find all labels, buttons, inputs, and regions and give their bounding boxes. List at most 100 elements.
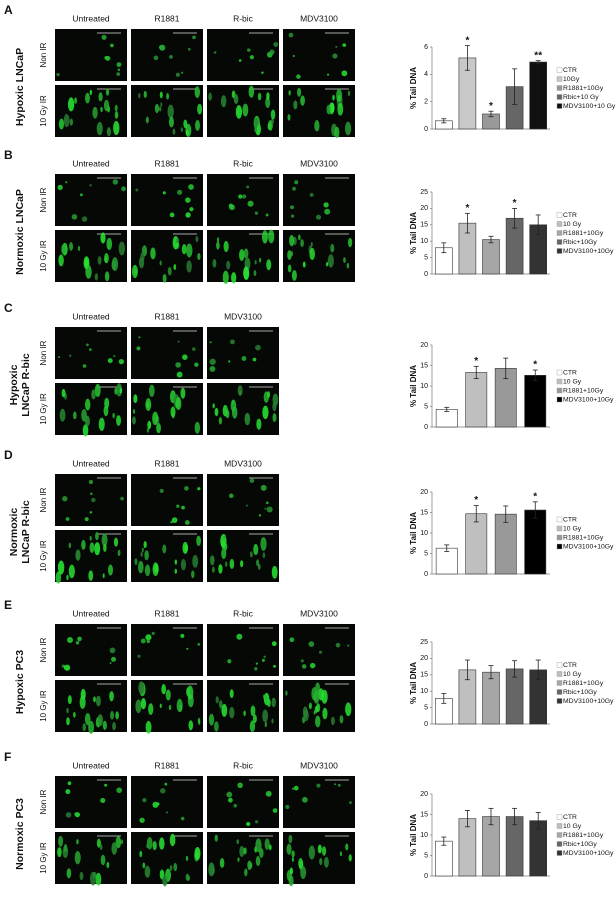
cell (144, 550, 149, 561)
column-header: R1881 (154, 458, 179, 468)
legend-entry: MDV3100+10 Gy (563, 103, 616, 110)
cell (290, 214, 295, 218)
cell (264, 721, 268, 728)
cell (183, 119, 188, 129)
legend-entry: 10 Gy (563, 525, 582, 532)
y-tick-label: 6 (424, 44, 428, 51)
cell (230, 339, 235, 345)
y-tick-label: 4 (424, 71, 428, 78)
cell (300, 239, 304, 248)
cell (186, 647, 189, 650)
cell (337, 95, 341, 101)
cell (343, 257, 346, 264)
cell (172, 128, 176, 135)
cell (171, 517, 178, 523)
cell (298, 858, 304, 869)
cell (288, 32, 294, 38)
y-tick-label: 5 (424, 550, 428, 557)
cell (106, 237, 113, 251)
cell (242, 103, 249, 117)
cell (177, 189, 183, 195)
cell (249, 55, 254, 60)
panel-title: Normoxic LNCaP (14, 189, 26, 275)
cell (138, 93, 141, 99)
legend-swatch (556, 534, 563, 541)
column-header: R1881 (154, 608, 179, 618)
cell (149, 384, 155, 397)
micrograph (207, 174, 279, 226)
legend-swatch (556, 103, 563, 109)
cell (267, 391, 271, 398)
cell (107, 358, 113, 364)
micrograph-bg (131, 530, 203, 582)
panel-title: LNCaP R-bic (20, 500, 32, 564)
cell (308, 845, 316, 860)
y-tick-label: 5 (424, 254, 428, 261)
cell (57, 184, 63, 191)
cell (111, 257, 119, 271)
micrograph-bg (207, 680, 279, 732)
micrograph-bg (207, 383, 279, 435)
cell (326, 73, 330, 76)
cell (262, 709, 269, 723)
cell (74, 97, 78, 104)
micrograph-bg (207, 174, 279, 226)
row-label: 10 Gy IR (39, 240, 48, 272)
cell (147, 420, 152, 430)
y-tick-label: 10 (420, 238, 428, 245)
micrograph (131, 174, 203, 226)
cell (334, 783, 337, 786)
cell (197, 717, 201, 724)
y-tick-label: 25 (420, 189, 428, 196)
cell (101, 34, 107, 40)
cell (254, 211, 259, 215)
cell (145, 720, 152, 734)
cell (174, 559, 178, 565)
cell (82, 424, 89, 437)
micrograph (131, 624, 203, 676)
cell (218, 564, 223, 574)
cell (192, 35, 196, 40)
cell (74, 850, 81, 865)
cell (188, 184, 194, 190)
cell (145, 398, 152, 412)
cell (345, 843, 349, 851)
cell (118, 359, 124, 365)
cell (69, 242, 74, 251)
y-tick-label: 20 (420, 791, 428, 798)
row-label: Non IR (39, 637, 48, 662)
y-tick-label: 5 (424, 403, 428, 410)
micrograph (283, 624, 355, 676)
bar (505, 816, 524, 877)
cell (95, 695, 101, 707)
cell (285, 690, 288, 696)
legend-entry: R1881+10Gy (563, 534, 604, 541)
cell (85, 415, 90, 427)
cell (89, 542, 95, 553)
cell (246, 185, 250, 189)
cell (84, 517, 89, 522)
cell (63, 843, 68, 852)
y-tick-label: 0 (424, 571, 428, 578)
cell (109, 691, 114, 702)
cell (266, 506, 273, 513)
cell (118, 241, 126, 256)
cell (291, 269, 297, 281)
cell (323, 202, 329, 208)
cell (332, 53, 338, 59)
cell (181, 71, 184, 74)
cell (332, 94, 335, 101)
column-header: MDV3100 (224, 458, 262, 468)
cell (65, 789, 71, 795)
cell (82, 364, 87, 368)
cell (185, 129, 189, 136)
micrograph (283, 29, 355, 81)
cell (348, 854, 352, 862)
cell (293, 785, 299, 791)
cell (73, 711, 76, 718)
micrograph (283, 85, 355, 139)
cell (186, 685, 194, 700)
cell (308, 641, 315, 647)
cell (131, 264, 138, 279)
significance: * (474, 495, 478, 506)
